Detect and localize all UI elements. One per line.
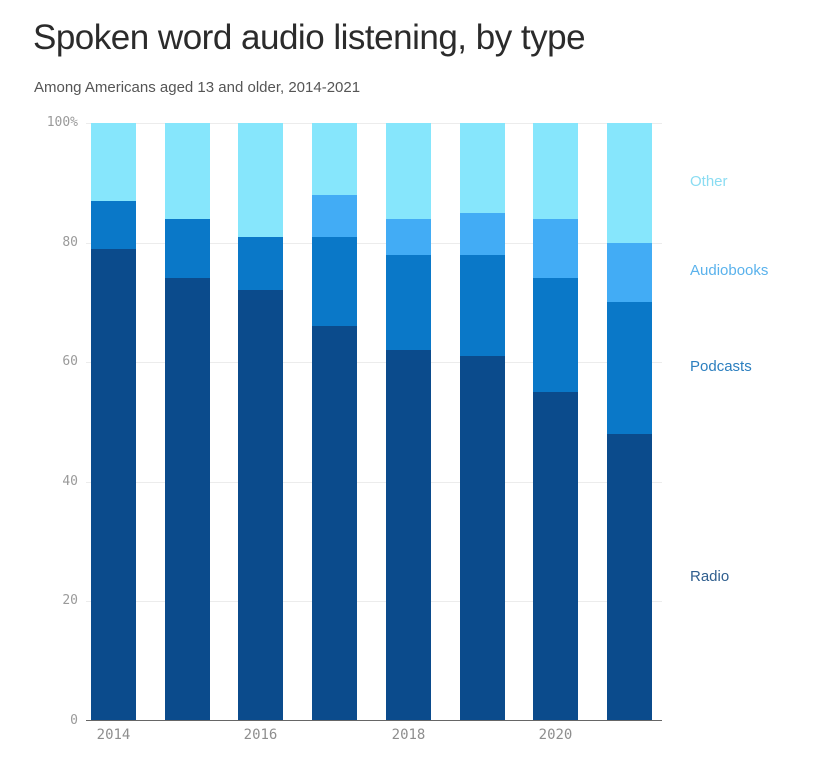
- bar-segment-other: [312, 123, 357, 195]
- bar-segment-radio: [460, 356, 505, 721]
- y-axis-tick-label: 0: [70, 713, 78, 728]
- bar-segment-radio: [165, 278, 210, 721]
- bar-segment-audiobooks: [386, 218, 431, 255]
- x-axis-tick-label: 2020: [538, 727, 573, 743]
- bar-segment-podcasts: [165, 218, 210, 279]
- bar-segment-radio: [533, 392, 578, 721]
- bar-segment-audiobooks: [460, 212, 505, 255]
- bar-segment-radio: [238, 290, 283, 721]
- gridline: [86, 482, 662, 483]
- bar-segment-podcasts: [607, 302, 652, 434]
- bar-2017: [312, 123, 357, 721]
- bar-segment-other: [460, 123, 505, 213]
- bar-segment-other: [386, 123, 431, 219]
- x-axis-tick-label: 2018: [391, 727, 426, 743]
- legend-label-radio: Radio: [690, 568, 730, 585]
- y-axis-tick-label: 80: [62, 235, 78, 250]
- y-axis-tick-label: 60: [62, 354, 78, 369]
- gridline: [86, 601, 662, 602]
- bar-2021: [607, 123, 652, 721]
- bar-segment-radio: [607, 433, 652, 721]
- bar-2018: [386, 123, 431, 721]
- y-axis-tick-label: 100%: [46, 115, 78, 130]
- gridline: [86, 123, 662, 124]
- bar-segment-other: [91, 123, 136, 201]
- bar-2015: [165, 123, 210, 721]
- bar-segment-radio: [386, 350, 431, 721]
- bar-2016: [238, 123, 283, 721]
- bar-2014: [91, 123, 136, 721]
- legend-label-other: Other: [690, 173, 728, 190]
- bar-segment-podcasts: [312, 236, 357, 327]
- bar-segment-other: [533, 123, 578, 219]
- chart-subtitle: Among Americans aged 13 and older, 2014-…: [34, 79, 361, 96]
- bar-segment-audiobooks: [312, 194, 357, 237]
- gridline: [86, 243, 662, 244]
- bar-2019: [460, 123, 505, 721]
- x-axis-tick-label: 2014: [96, 727, 131, 743]
- bar-segment-other: [238, 123, 283, 237]
- bar-segment-podcasts: [460, 254, 505, 357]
- bar-segment-podcasts: [91, 200, 136, 249]
- x-axis-tick-label: 2016: [243, 727, 278, 743]
- y-axis-tick-label: 20: [62, 593, 78, 608]
- bar-segment-audiobooks: [533, 218, 578, 279]
- bar-segment-other: [165, 123, 210, 219]
- legend-label-audiobooks: Audiobooks: [690, 262, 769, 279]
- y-axis-tick-label: 40: [62, 474, 78, 489]
- bar-segment-podcasts: [386, 254, 431, 351]
- bar-segment-podcasts: [533, 278, 578, 393]
- bar-segment-radio: [91, 248, 136, 721]
- bar-segment-podcasts: [238, 236, 283, 291]
- legend-label-podcasts: Podcasts: [690, 358, 752, 375]
- bar-segment-radio: [312, 326, 357, 721]
- bar-segment-other: [607, 123, 652, 243]
- bar-2020: [533, 123, 578, 721]
- bar-segment-audiobooks: [607, 242, 652, 303]
- gridline: [86, 362, 662, 363]
- x-axis-baseline: [86, 720, 662, 721]
- chart-title: Spoken word audio listening, by type: [33, 18, 586, 57]
